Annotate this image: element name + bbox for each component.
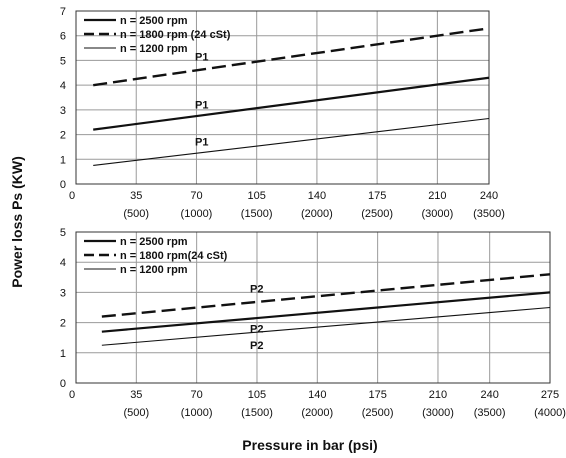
legend-entry-1: n = 2500 rpm	[120, 236, 188, 248]
x-tick-label: 140	[308, 190, 326, 202]
legend-entry-3: n = 1200 rpm	[120, 264, 188, 276]
series-line-1	[101, 291, 551, 333]
series-line-3	[101, 306, 551, 346]
x-tick-sublabel: (3000)	[421, 208, 453, 220]
series-line-2	[93, 27, 490, 87]
y-tick-label: 2	[60, 130, 66, 142]
series-label-1: P1	[195, 99, 208, 111]
x-tick-label: 210	[429, 389, 447, 401]
x-axis-title: Pressure in bar (psi)	[242, 437, 377, 453]
x-tick-label: 140	[308, 389, 326, 401]
x-tick-label: 70	[190, 190, 202, 202]
y-tick-label: 3	[60, 105, 66, 117]
series-line-3	[93, 117, 490, 167]
y-tick-label: 3	[60, 287, 66, 299]
series-label-3: P2	[250, 340, 263, 352]
x-tick-label: 70	[191, 389, 203, 401]
legend-entry-2: n = 1800 rpm (24 cSt)	[120, 29, 231, 41]
series-line-2	[101, 273, 551, 318]
x-tick-label: 240	[480, 190, 498, 202]
y-tick-label: 2	[60, 318, 66, 330]
x-tick-sublabel: (2000)	[301, 407, 333, 419]
series-label-2: P1	[195, 52, 208, 64]
x-tick-sublabel: (1000)	[181, 407, 213, 419]
x-tick-sublabel: (1500)	[241, 407, 273, 419]
x-tick-label: 175	[368, 389, 386, 401]
x-tick-sublabel: (500)	[123, 208, 149, 220]
x-tick-label: 105	[248, 389, 266, 401]
x-tick-label: 275	[541, 389, 559, 401]
x-tick-sublabel: (1500)	[241, 208, 273, 220]
y-tick-label: 0	[60, 179, 66, 191]
y-tick-label: 4	[60, 80, 66, 92]
legend-entry-1: n = 2500 rpm	[120, 15, 188, 27]
y-tick-label: 5	[60, 227, 66, 239]
x-tick-sublabel: (4000)	[534, 407, 566, 419]
x-tick-label: 105	[248, 190, 266, 202]
x-tick-label: 175	[368, 190, 386, 202]
y-tick-label: 6	[60, 31, 66, 43]
x-tick-label: 0	[69, 389, 75, 401]
x-tick-sublabel: (2500)	[362, 407, 394, 419]
legend-entry-2: n = 1800 rpm(24 cSt)	[120, 250, 228, 262]
x-tick-label: 35	[130, 190, 142, 202]
x-tick-label: 0	[69, 190, 75, 202]
x-tick-sublabel: (1000)	[181, 208, 213, 220]
y-tick-label: 0	[60, 378, 66, 390]
plot-frame	[75, 10, 490, 185]
legend-entry-3: n = 1200 rpm	[120, 43, 188, 55]
x-tick-sublabel: (3500)	[473, 208, 505, 220]
lower-chart-panel: 0 1 2 3 4 5 0 35 (500) 70 (1000) 105 (1500) 140 (2000)…	[60, 227, 566, 419]
y-tick-label: 4	[60, 257, 66, 269]
y-tick-label: 7	[60, 6, 66, 18]
x-tick-label: 35	[130, 389, 142, 401]
x-tick-label: 240	[480, 389, 498, 401]
x-tick-sublabel: (3000)	[422, 407, 454, 419]
x-tick-label: 210	[428, 190, 446, 202]
y-tick-label: 1	[60, 348, 66, 360]
x-tick-sublabel: (2000)	[301, 208, 333, 220]
y-tick-label: 1	[60, 154, 66, 166]
x-tick-sublabel: (3500)	[474, 407, 506, 419]
y-axis-title: Power loss Ps (KW)	[9, 156, 25, 287]
series-line-1	[93, 76, 490, 131]
x-tick-sublabel: (500)	[123, 407, 149, 419]
series-label-1: P2	[250, 324, 263, 336]
x-tick-sublabel: (2500)	[361, 208, 393, 220]
series-label-2: P2	[250, 284, 263, 296]
y-tick-label: 5	[60, 55, 66, 67]
series-label-3: P1	[195, 136, 208, 148]
